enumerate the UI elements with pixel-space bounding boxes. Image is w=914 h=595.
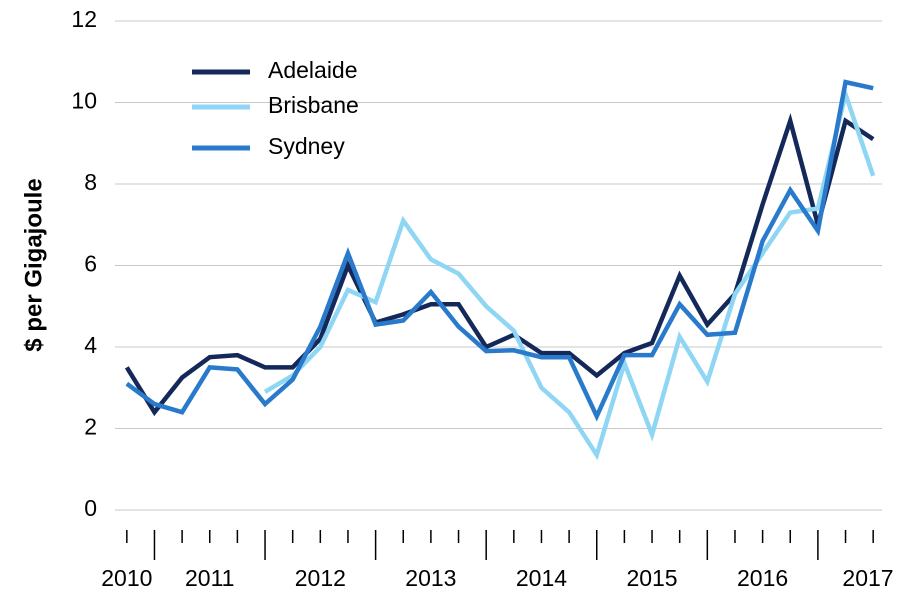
legend-label: Brisbane [268, 92, 359, 118]
x-tick-label: 2013 [405, 565, 456, 591]
x-tick-label: 2015 [626, 565, 677, 591]
x-tick-label: 2017 [842, 565, 893, 591]
x-tick-label: 2012 [295, 565, 346, 591]
y-tick-label: 2 [84, 414, 97, 440]
y-tick-label: 0 [84, 495, 97, 521]
y-tick-label: 10 [71, 88, 97, 114]
legend-label: Sydney [268, 133, 345, 159]
y-tick-label: 4 [84, 332, 97, 358]
y-tick-label: 6 [84, 251, 97, 277]
series-line [125, 79, 874, 422]
y-tick-label: 12 [71, 6, 97, 32]
x-tick-label: 2014 [516, 565, 567, 591]
series-line [124, 112, 875, 417]
y-axis-label: $ per Gigajoule [20, 178, 47, 351]
x-tick-label: 2016 [737, 565, 788, 591]
x-tick-label: 2011 [185, 565, 234, 591]
y-tick-label: 8 [84, 169, 97, 195]
legend-label: Adelaide [268, 57, 358, 83]
x-tick-label: 2010 [101, 565, 152, 591]
